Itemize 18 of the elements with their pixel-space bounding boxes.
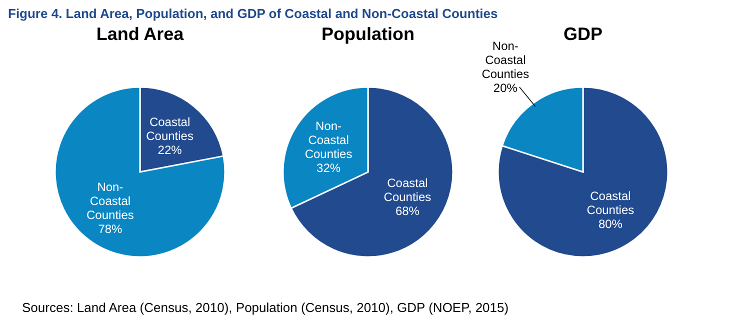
slice-label: Non-Coastal Counties [86, 180, 134, 222]
slice-label: Coastal Counties [384, 176, 432, 204]
chart-title: GDP [563, 24, 603, 44]
data-label: 20% [493, 80, 518, 95]
chart-title: Population [322, 24, 414, 44]
slice-label: Non-Coastal Counties [304, 118, 352, 161]
source-note: Sources: Land Area (Census, 2010), Population (Census, 2010), GDP (NOEP, 2015) [22, 300, 509, 315]
data-label: 68% [395, 204, 420, 218]
data-label: 32% [316, 160, 341, 175]
text: Figure 4. Land Area, Population, and GDP of Coastal and Non-Coastal Counties [8, 6, 498, 21]
chart-title: Land Area [96, 24, 185, 44]
data-label: 80% [598, 216, 623, 231]
data-label: 22% [158, 142, 182, 157]
slice-label: Non-Coastal Counties [482, 38, 530, 81]
pie-slice [54, 86, 226, 258]
slice-label: Coastal Counties [146, 114, 194, 143]
data-label: 78% [98, 222, 123, 236]
slice-label: Coastal Counties [586, 188, 634, 217]
